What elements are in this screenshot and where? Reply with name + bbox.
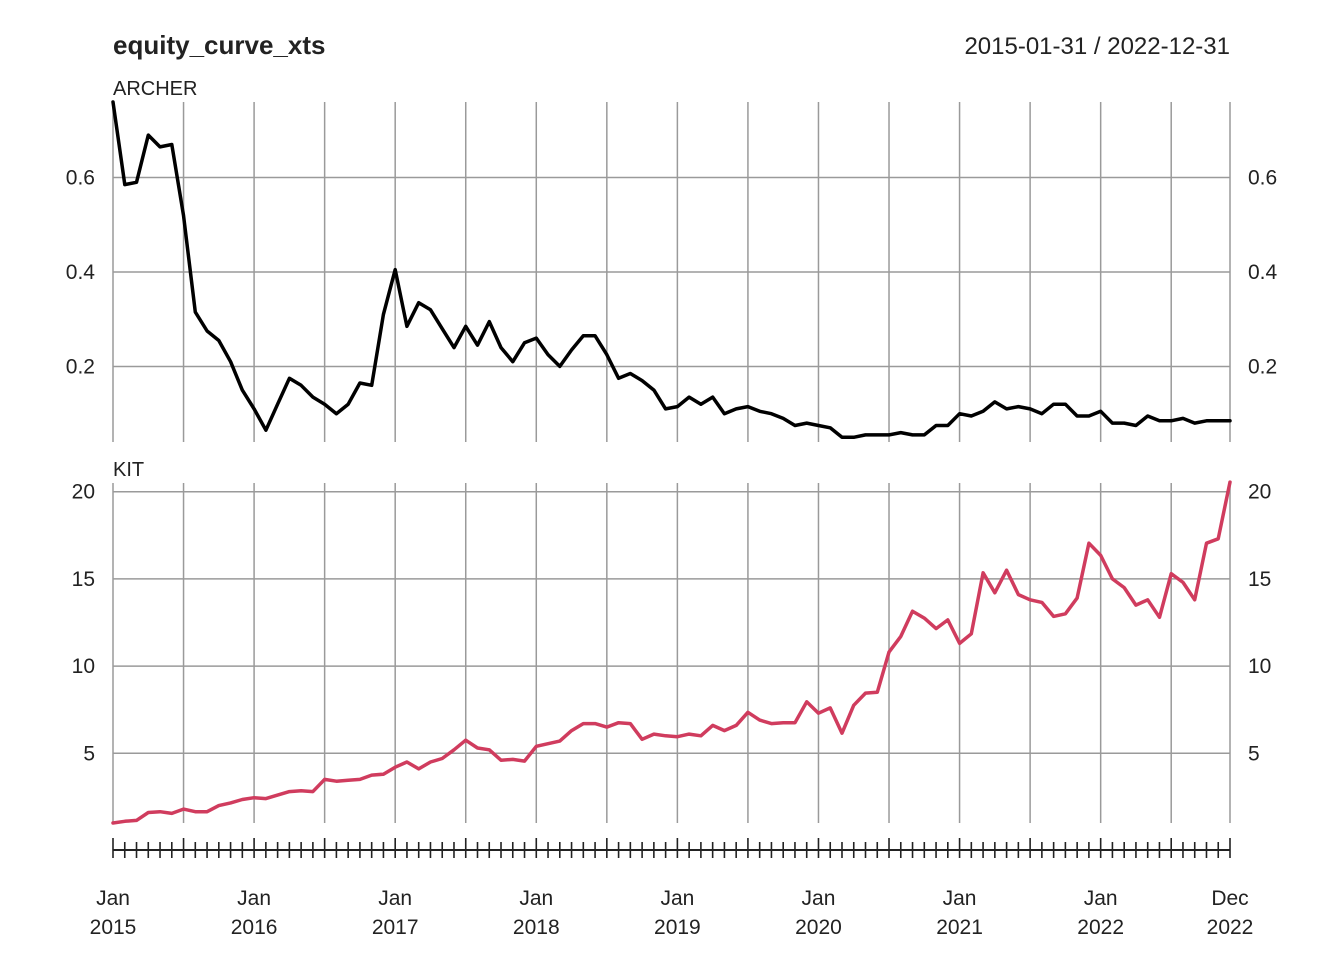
tick-label-layer: 0.2 0.2 0.4 0.4 0.6 0.6 5 5 10 10 15 15 20 20 (66, 167, 1278, 766)
x-tick-label-year: 2022 (1207, 916, 1254, 939)
x-tick-label-month: Jan (660, 887, 694, 910)
x-axis: Jan 2015 Jan 2016 Jan 2017 Jan 2018 Jan 2019 Jan 20… (90, 838, 1254, 939)
y-tick-label-right: 15 (1248, 568, 1271, 591)
x-tick-label-month: Jan (237, 887, 271, 910)
x-tick-label-year: 2018 (513, 916, 560, 939)
y-tick-label-right: 20 (1248, 481, 1271, 504)
x-tick-label-month: Dec (1211, 887, 1248, 910)
x-tick-label-year: 2015 (90, 916, 137, 939)
y-tick-label-left: 0.4 (66, 261, 96, 284)
y-tick-label-left: 0.2 (66, 355, 95, 378)
x-tick-label-month: Jan (802, 887, 836, 910)
x-tick-label-year: 2019 (654, 916, 701, 939)
y-tick-label-left: 0.6 (66, 167, 95, 190)
y-tick-label-right: 10 (1248, 655, 1271, 678)
series-line-kit (111, 480, 1232, 825)
x-tick-label-month: Jan (378, 887, 412, 910)
y-tick-label-left: 15 (72, 568, 95, 591)
x-tick-label-month: Jan (519, 887, 553, 910)
grid-layer (112, 102, 1231, 823)
x-tick-label-year: 2020 (795, 916, 842, 939)
x-tick-label-year: 2017 (372, 916, 419, 939)
y-tick-label-right: 0.4 (1248, 261, 1278, 284)
x-tick-label-month: Jan (96, 887, 130, 910)
chart-title: equity_curve_xts (113, 30, 325, 60)
x-tick-label-year: 2022 (1077, 916, 1124, 939)
y-tick-label-left: 20 (72, 481, 95, 504)
series-line-archer (111, 100, 1232, 440)
series-layer (111, 100, 1232, 825)
x-tick-label-month: Jan (943, 887, 977, 910)
panel-label-archer: ARCHER (113, 78, 197, 100)
x-tick-label-year: 2021 (936, 916, 983, 939)
y-tick-label-left: 10 (72, 655, 95, 678)
x-tick-label-month: Jan (1084, 887, 1118, 910)
panel-label-kit: KIT (113, 459, 144, 481)
date-range: 2015-01-31 / 2022-12-31 (964, 33, 1230, 60)
y-tick-label-right: 0.6 (1248, 167, 1277, 190)
y-tick-label-right: 0.2 (1248, 355, 1277, 378)
x-tick-label-year: 2016 (231, 916, 278, 939)
y-tick-label-left: 5 (83, 742, 95, 765)
y-tick-label-right: 5 (1248, 742, 1260, 765)
